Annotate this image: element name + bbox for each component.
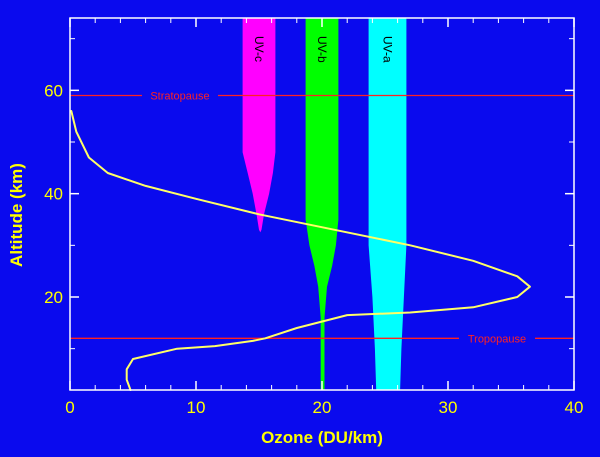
x-tick-label: 40 bbox=[565, 398, 584, 417]
x-tick-label: 30 bbox=[439, 398, 458, 417]
x-tick-label: 0 bbox=[65, 398, 74, 417]
reference-lines: Stratopause Tropopause bbox=[70, 87, 574, 347]
uv-band-label: UV-b bbox=[315, 36, 329, 63]
uv-band-label: UV-c bbox=[252, 36, 266, 62]
reference-line-label: Tropopause bbox=[468, 333, 526, 345]
uv-band-3 bbox=[368, 18, 407, 390]
reference-label-bg bbox=[459, 330, 535, 347]
y-tick-label: 60 bbox=[44, 81, 63, 100]
y-tick-label: 40 bbox=[44, 185, 63, 204]
series-line-1 bbox=[70, 110, 531, 391]
x-tick-label: 20 bbox=[313, 398, 332, 417]
y-axis-label: Altitude (km) bbox=[7, 163, 26, 267]
x-tick-label: 10 bbox=[187, 398, 206, 417]
x-axis-label: Ozone (DU/km) bbox=[261, 428, 383, 447]
uv-band-2 bbox=[305, 18, 339, 390]
uv-band-label: UV-a bbox=[381, 36, 395, 63]
uv-band-1 bbox=[242, 18, 276, 233]
reference-line-label: Stratopause bbox=[150, 91, 209, 103]
y-tick-label: 20 bbox=[44, 288, 63, 307]
reference-label-bg bbox=[142, 87, 218, 104]
profile-series bbox=[70, 110, 531, 391]
axes: 20 40 60 0 10 20 30 40 bbox=[44, 17, 584, 417]
uv-bands: UV-c UV-b UV-a bbox=[242, 18, 407, 390]
